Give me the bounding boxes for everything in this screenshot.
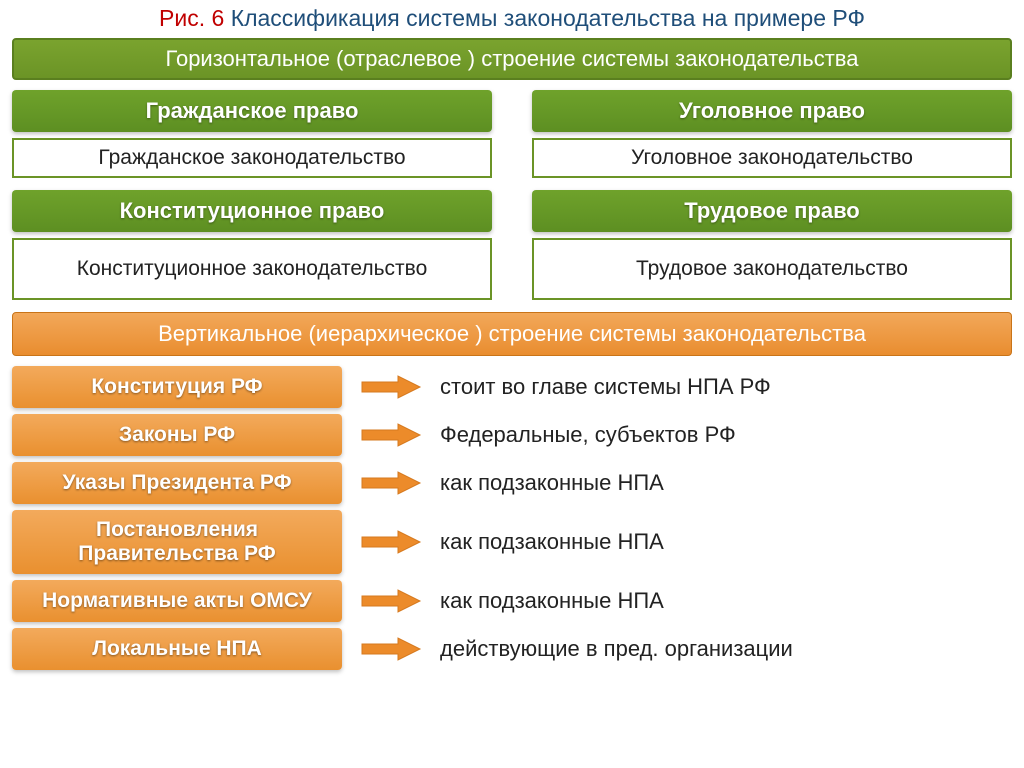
hierarchy-level-desc: стоит во главе системы НПА РФ xyxy=(440,374,1012,400)
law-branch-constitutional: Конституционное право xyxy=(12,190,492,232)
hierarchy-row: Конституция РФ стоит во главе системы НПА… xyxy=(12,366,1012,408)
arrow-icon xyxy=(356,422,426,448)
arrow-icon xyxy=(356,529,426,555)
hierarchy-row: Указы Президента РФ как подзаконные НПА xyxy=(12,462,1012,504)
hierarchy-level-label: Локальные НПА xyxy=(12,628,342,670)
hierarchy-level-label: Нормативные акты ОМСУ xyxy=(12,580,342,622)
hierarchy-row: Нормативные акты ОМСУ как подзаконные НПА xyxy=(12,580,1012,622)
vertical-structure-banner: Вертикальное (иерархическое ) строение с… xyxy=(12,312,1012,356)
horizontal-row-2: Конституционное право Конституционное за… xyxy=(12,190,1012,308)
arrow-icon xyxy=(356,374,426,400)
hierarchy-row: Постановления Правительства РФ как подзак… xyxy=(12,510,1012,574)
hierarchy-level-label: Постановления Правительства РФ xyxy=(12,510,342,574)
arrow-icon xyxy=(356,588,426,614)
hierarchy-level-desc: действующие в пред. организации xyxy=(440,636,1012,662)
legislation-labor: Трудовое законодательство xyxy=(532,238,1012,300)
legislation-civil: Гражданское законодательство xyxy=(12,138,492,178)
law-branch-civil: Гражданское право xyxy=(12,90,492,132)
title-main: Классификация системы законодательства н… xyxy=(231,5,865,31)
horizontal-row-1: Гражданское право Гражданское законодате… xyxy=(12,90,1012,186)
law-branch-criminal: Уголовное право xyxy=(532,90,1012,132)
figure-title: Рис. 6 Классификация системы законодател… xyxy=(12,4,1012,34)
hierarchy-level-desc: как подзаконные НПА xyxy=(440,588,1012,614)
hierarchy-list: Конституция РФ стоит во главе системы НПА… xyxy=(12,366,1012,670)
title-prefix: Рис. 6 xyxy=(159,5,231,31)
hierarchy-row: Законы РФ Федеральные, субъектов РФ xyxy=(12,414,1012,456)
hierarchy-level-label: Указы Президента РФ xyxy=(12,462,342,504)
hierarchy-level-desc: как подзаконные НПА xyxy=(440,529,1012,555)
hierarchy-level-label: Законы РФ xyxy=(12,414,342,456)
arrow-icon xyxy=(356,470,426,496)
hierarchy-row: Локальные НПА действующие в пред. организ… xyxy=(12,628,1012,670)
horizontal-structure-banner: Горизонтальное (отраслевое ) строение си… xyxy=(12,38,1012,80)
hierarchy-level-desc: как подзаконные НПА xyxy=(440,470,1012,496)
hierarchy-level-desc: Федеральные, субъектов РФ xyxy=(440,422,1012,448)
hierarchy-level-label: Конституция РФ xyxy=(12,366,342,408)
legislation-criminal: Уголовное законодательство xyxy=(532,138,1012,178)
law-branch-labor: Трудовое право xyxy=(532,190,1012,232)
legislation-constitutional: Конституционное законодательство xyxy=(12,238,492,300)
arrow-icon xyxy=(356,636,426,662)
